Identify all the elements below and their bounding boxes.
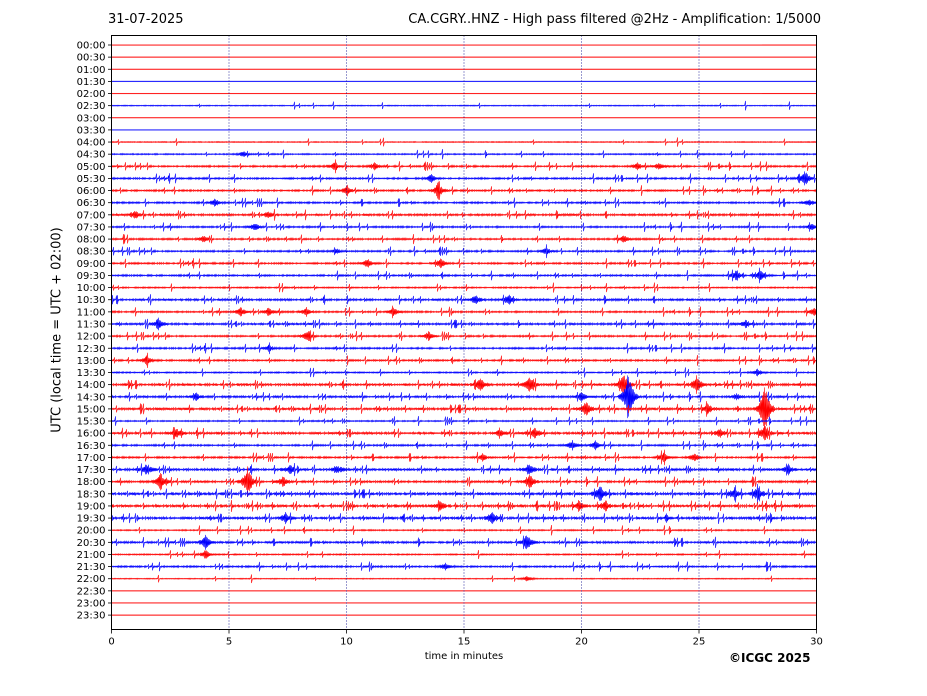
ytick-label: 09:00 bbox=[77, 259, 106, 270]
ytick-label: 00:00 bbox=[77, 41, 106, 52]
ytick-label: 22:30 bbox=[77, 586, 106, 597]
xtick-label: 5 bbox=[226, 637, 232, 648]
xtick-label: 25 bbox=[693, 637, 706, 648]
trace-row-0330 bbox=[111, 129, 817, 131]
trace-row-2100 bbox=[111, 549, 817, 560]
trace-row-0700 bbox=[111, 208, 817, 221]
ytick-label: 23:30 bbox=[77, 611, 106, 622]
trace-row-1500 bbox=[111, 387, 817, 431]
ytick-label: 08:00 bbox=[77, 235, 106, 246]
ytick-label: 17:00 bbox=[77, 453, 106, 464]
xtick-label: 20 bbox=[575, 637, 588, 648]
ytick-label: 01:30 bbox=[77, 77, 106, 88]
xtick-label: 10 bbox=[340, 637, 353, 648]
ytick-label: 02:00 bbox=[77, 89, 106, 100]
xtick-label: 0 bbox=[108, 637, 114, 648]
ytick-label: 21:00 bbox=[77, 550, 106, 561]
minute-tick-labels: 0 5 10 15 20 25 30 bbox=[108, 629, 823, 648]
ytick-label: 18:30 bbox=[77, 489, 106, 500]
ytick-label: 15:30 bbox=[77, 417, 106, 428]
ytick-label: 16:30 bbox=[77, 441, 106, 452]
ytick-label: 10:30 bbox=[77, 295, 106, 306]
trace-row-0800 bbox=[111, 233, 817, 245]
ytick-label: 12:30 bbox=[77, 344, 106, 355]
ytick-label: 09:30 bbox=[77, 271, 106, 282]
ytick-label: 18:00 bbox=[77, 477, 106, 488]
ytick-label: 06:30 bbox=[77, 198, 106, 209]
trace-row-0530 bbox=[111, 171, 817, 186]
y-axis-label: UTC (local time = UTC + 02:00) bbox=[49, 227, 65, 433]
ytick-label: 05:00 bbox=[77, 162, 106, 173]
ytick-label: 19:30 bbox=[77, 514, 106, 525]
ytick-label: 06:00 bbox=[77, 186, 106, 197]
row-time-labels: 00:0000:3001:0001:3002:0002:3003:0003:30… bbox=[77, 41, 112, 622]
ytick-label: 20:30 bbox=[77, 538, 106, 549]
trace-row-2000 bbox=[111, 524, 817, 536]
ytick-label: 21:30 bbox=[77, 562, 106, 573]
trace-row-0500 bbox=[111, 159, 817, 174]
trace-row-0600 bbox=[111, 181, 817, 200]
copyright-label: ©ICGC 2025 bbox=[729, 651, 811, 665]
ytick-label: 13:00 bbox=[77, 356, 106, 367]
trace-row-0630 bbox=[111, 197, 817, 209]
ytick-label: 12:00 bbox=[77, 332, 106, 343]
x-axis-label: time in minutes bbox=[424, 651, 504, 662]
ytick-label: 08:30 bbox=[77, 247, 106, 258]
trace-row-0430 bbox=[111, 149, 817, 160]
trace-row-2030 bbox=[111, 534, 817, 550]
trace-row-0400 bbox=[111, 137, 817, 147]
trace-row-1600 bbox=[111, 426, 817, 441]
trace-row-1700 bbox=[111, 449, 817, 466]
trace-row-0930 bbox=[111, 267, 817, 284]
ytick-label: 02:30 bbox=[77, 101, 106, 112]
trace-row-1900 bbox=[111, 499, 817, 512]
trace-row-1930 bbox=[111, 511, 817, 525]
ytick-label: 19:00 bbox=[77, 501, 106, 512]
ytick-label: 01:00 bbox=[77, 65, 106, 76]
minute-gridlines bbox=[228, 35, 700, 630]
ytick-label: 07:00 bbox=[77, 210, 106, 221]
ytick-label: 00:30 bbox=[77, 53, 106, 64]
ytick-label: 16:00 bbox=[77, 429, 106, 440]
date-label: 31-07-2025 bbox=[108, 12, 184, 27]
ytick-label: 05:30 bbox=[77, 174, 106, 185]
trace-row-0830 bbox=[111, 244, 817, 259]
ytick-label: 11:30 bbox=[77, 319, 106, 330]
ytick-label: 13:30 bbox=[77, 368, 106, 379]
ytick-label: 03:00 bbox=[77, 113, 106, 124]
ytick-label: 10:00 bbox=[77, 283, 106, 294]
ytick-label: 07:30 bbox=[77, 222, 106, 233]
ytick-label: 03:30 bbox=[77, 125, 106, 136]
ytick-label: 04:30 bbox=[77, 150, 106, 161]
ytick-label: 11:00 bbox=[77, 307, 106, 318]
ytick-label: 23:00 bbox=[77, 598, 106, 609]
trace-row-1530 bbox=[111, 416, 817, 427]
trace-row-0730 bbox=[111, 221, 817, 233]
trace-row-1800 bbox=[111, 466, 817, 497]
trace-row-0230 bbox=[111, 100, 817, 111]
ytick-label: 17:30 bbox=[77, 465, 106, 476]
xtick-label: 15 bbox=[458, 637, 471, 648]
xtick-label: 30 bbox=[810, 637, 823, 648]
ytick-label: 22:00 bbox=[77, 574, 106, 585]
ytick-label: 14:00 bbox=[77, 380, 106, 391]
trace-row-0900 bbox=[111, 258, 817, 269]
ytick-label: 15:00 bbox=[77, 404, 106, 415]
chart-title: CA.CGRY..HNZ - High pass filtered @2Hz -… bbox=[408, 12, 821, 27]
ytick-label: 14:30 bbox=[77, 392, 106, 403]
ytick-label: 20:00 bbox=[77, 526, 106, 537]
trace-row-1630 bbox=[111, 439, 817, 451]
trace-row-0300 bbox=[111, 117, 817, 119]
trace-row-1830 bbox=[111, 483, 817, 504]
ytick-label: 04:00 bbox=[77, 138, 106, 149]
trace-row-1730 bbox=[111, 462, 817, 477]
